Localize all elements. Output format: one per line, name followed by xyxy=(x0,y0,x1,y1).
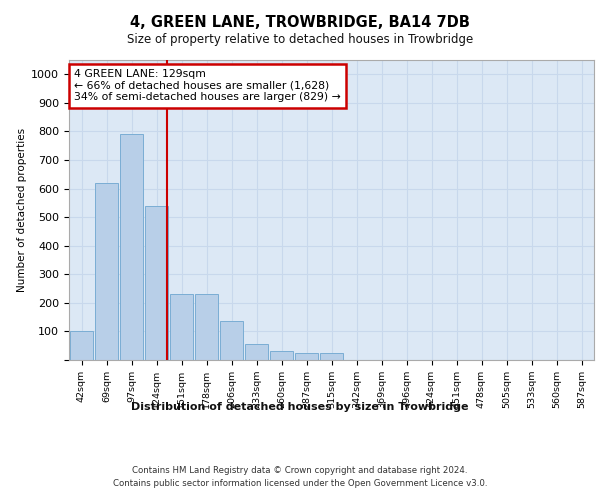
Bar xyxy=(295,353,318,360)
Bar xyxy=(145,206,168,360)
Bar xyxy=(320,353,343,360)
Bar xyxy=(120,134,143,360)
Text: Size of property relative to detached houses in Trowbridge: Size of property relative to detached ho… xyxy=(127,32,473,46)
Bar xyxy=(195,294,218,360)
Y-axis label: Number of detached properties: Number of detached properties xyxy=(17,128,27,292)
Text: Contains HM Land Registry data © Crown copyright and database right 2024.
Contai: Contains HM Land Registry data © Crown c… xyxy=(113,466,487,487)
Text: 4 GREEN LANE: 129sqm
← 66% of detached houses are smaller (1,628)
34% of semi-de: 4 GREEN LANE: 129sqm ← 66% of detached h… xyxy=(74,69,341,102)
Text: Distribution of detached houses by size in Trowbridge: Distribution of detached houses by size … xyxy=(131,402,469,412)
Bar xyxy=(245,344,268,360)
Bar xyxy=(170,294,193,360)
Bar xyxy=(220,322,243,360)
Bar xyxy=(270,352,293,360)
Bar xyxy=(70,332,93,360)
Text: 4, GREEN LANE, TROWBRIDGE, BA14 7DB: 4, GREEN LANE, TROWBRIDGE, BA14 7DB xyxy=(130,15,470,30)
Bar xyxy=(95,183,118,360)
